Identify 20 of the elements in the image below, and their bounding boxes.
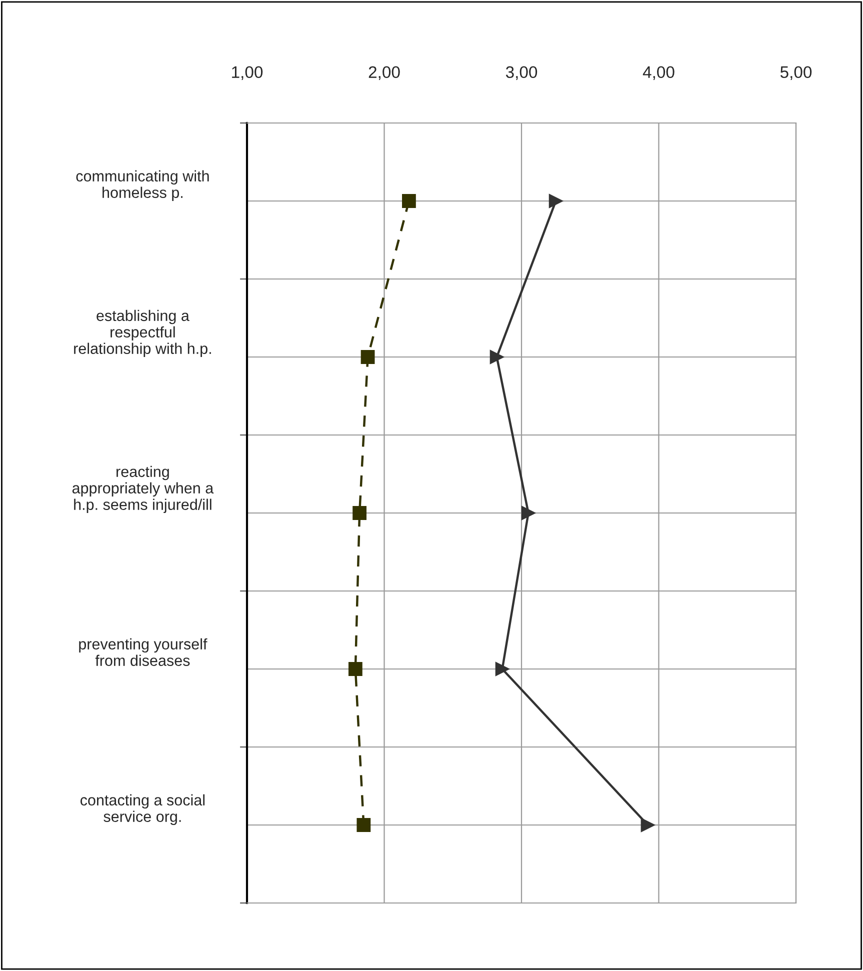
point — [402, 194, 416, 208]
x-tick-label: 4,00 — [642, 66, 674, 80]
point — [360, 350, 375, 364]
point — [356, 818, 371, 832]
y-tick-label: contacting a social service org. — [80, 794, 205, 825]
x-tick-label: 1,00 — [232, 66, 263, 80]
y-tick-label: communicating with homeless p. — [76, 170, 209, 201]
point — [348, 662, 362, 676]
x-tick-label: 5,00 — [780, 66, 812, 80]
x-tick-label: 3,00 — [506, 66, 538, 80]
y-tick-label: reacting appropriately when a h.p. seems injured/ill — [72, 466, 214, 513]
point — [521, 506, 536, 520]
y-tick-label: preventing yourself from diseases — [79, 638, 208, 666]
x-tick-label: 2,00 — [368, 66, 400, 80]
point — [490, 350, 504, 364]
point — [640, 818, 655, 832]
point — [352, 506, 366, 520]
point — [548, 194, 563, 208]
point — [495, 662, 510, 676]
y-tick-label: establishing a respectful relationship with h.p. — [74, 310, 211, 357]
